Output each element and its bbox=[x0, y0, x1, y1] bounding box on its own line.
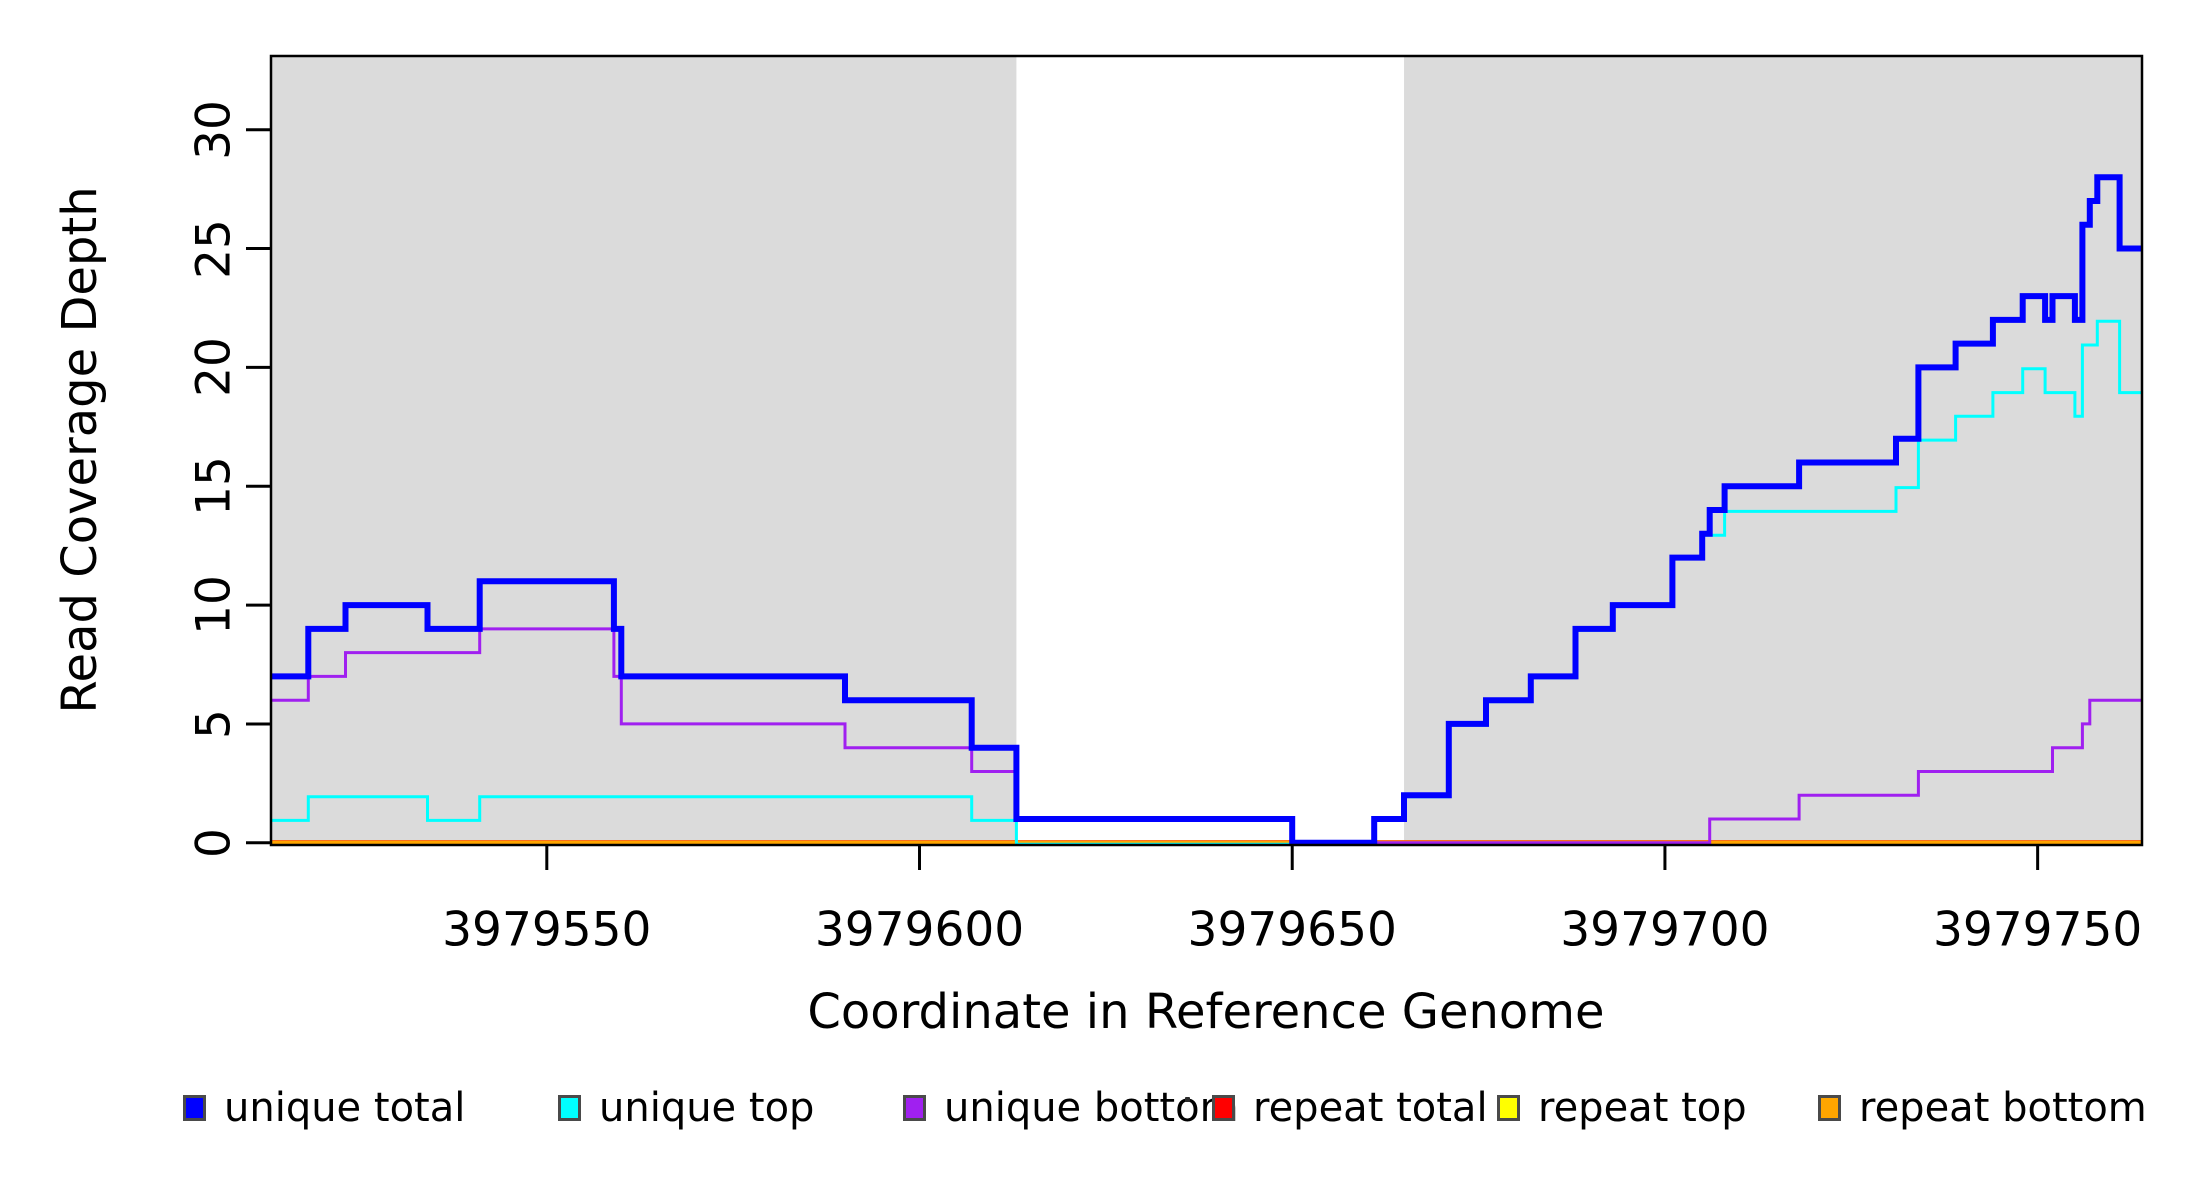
y-tick-label: 0 bbox=[186, 827, 242, 858]
legend-label: repeat total bbox=[1253, 1085, 1488, 1131]
legend-label: unique top bbox=[599, 1085, 815, 1131]
y-tick-label: 20 bbox=[186, 337, 242, 398]
y-tick-label: 5 bbox=[186, 708, 242, 739]
legend-item-unique-top: unique top bbox=[558, 1085, 814, 1131]
plot-box bbox=[269, 54, 2144, 847]
legend-swatch-unique-top bbox=[558, 1095, 581, 1121]
legend-item-unique-total: unique total bbox=[183, 1085, 465, 1131]
x-tick-label: 3979650 bbox=[1187, 902, 1397, 958]
x-tick-label: 3979600 bbox=[814, 902, 1025, 958]
legend-label: repeat top bbox=[1538, 1085, 1747, 1131]
legend-swatch-repeat-bottom bbox=[1818, 1095, 1841, 1121]
legend-label: repeat bottom bbox=[1859, 1085, 2147, 1131]
legend-swatch-unique-bottom bbox=[903, 1095, 926, 1121]
series-unique-total bbox=[271, 174, 2142, 846]
x-tick-label: 3979750 bbox=[1932, 902, 2143, 958]
legend-label: unique total bbox=[224, 1085, 466, 1131]
legend-item-repeat-total: repeat total bbox=[1212, 1085, 1488, 1131]
y-axis-title: Read Coverage Depth bbox=[52, 186, 108, 714]
legend-swatch-repeat-total bbox=[1212, 1095, 1235, 1121]
shaded-region-1 bbox=[271, 56, 1017, 845]
x-axis-title: Coordinate in Reference Genome bbox=[807, 984, 1605, 1040]
y-tick-label: 15 bbox=[186, 456, 242, 517]
legend-artifact-dot bbox=[1185, 1097, 1190, 1102]
y-tick-label: 25 bbox=[186, 218, 242, 279]
x-tick-label: 3979700 bbox=[1560, 902, 1770, 958]
x-tick-label: 3979550 bbox=[442, 902, 652, 958]
series-unique-bottom bbox=[271, 627, 2142, 845]
legend-swatch-repeat-top bbox=[1497, 1095, 1520, 1121]
shaded-region-2 bbox=[1404, 56, 2142, 845]
y-tick-label: 10 bbox=[186, 575, 242, 635]
legend-item-repeat-bottom: repeat bottom bbox=[1818, 1085, 2147, 1131]
legend-item-unique-bottom: unique bottom bbox=[903, 1085, 1239, 1131]
series-line-unique-total bbox=[271, 174, 2142, 846]
y-tick-label: 30 bbox=[186, 99, 242, 160]
legend-swatch-unique-total bbox=[183, 1095, 206, 1121]
series-line-unique-bottom bbox=[271, 627, 2142, 845]
legend-item-repeat-top: repeat top bbox=[1497, 1085, 1747, 1131]
legend-label: unique bottom bbox=[944, 1085, 1239, 1131]
